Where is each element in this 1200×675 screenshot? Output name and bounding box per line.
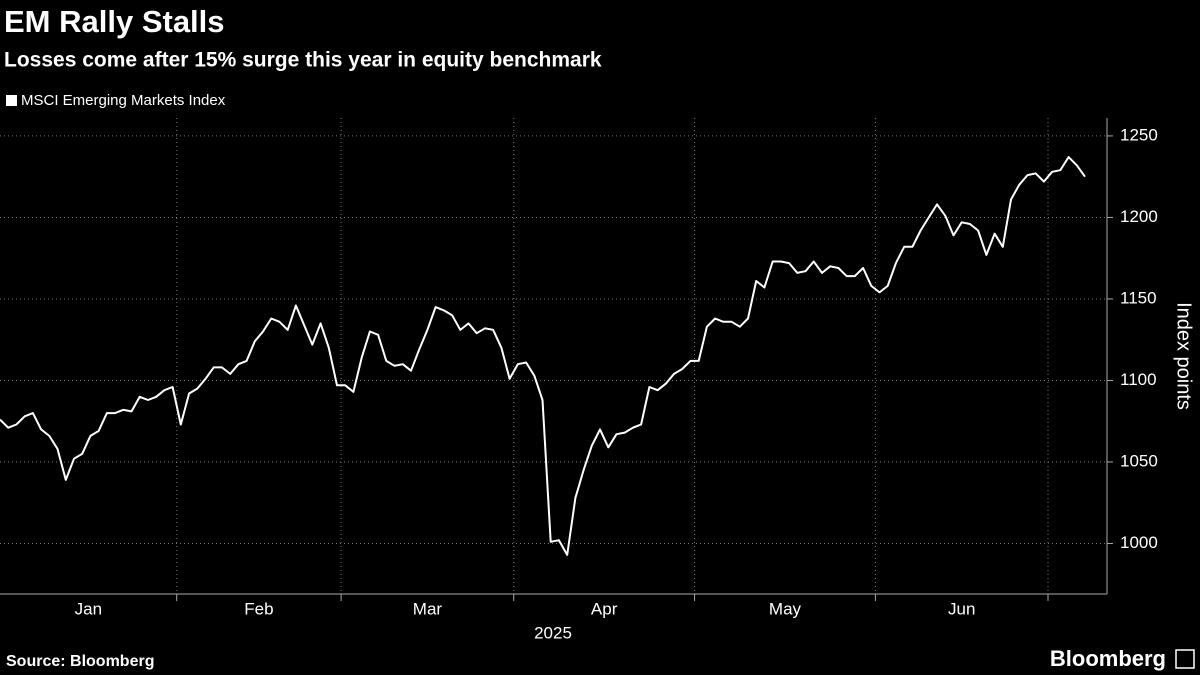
y-tick-label: 1200 <box>1120 207 1158 226</box>
x-tick-label: Apr <box>591 599 618 618</box>
y-tick-label: 1100 <box>1120 370 1157 389</box>
x-axis-label: 2025 <box>534 623 572 642</box>
chart-subtitle: Losses come after 15% surge this year in… <box>4 49 602 72</box>
y-tick-label: 1000 <box>1120 533 1158 552</box>
x-tick-label: May <box>769 599 802 618</box>
legend-swatch <box>6 95 17 106</box>
chart-title: EM Rally Stalls <box>4 4 225 39</box>
x-tick-label: Jan <box>75 599 102 618</box>
logo: Bloomberg <box>1050 646 1166 671</box>
x-tick-label: Mar <box>413 599 443 618</box>
x-tick-label: Jun <box>948 599 975 618</box>
data-line <box>0 156 1086 556</box>
x-tick-label: Feb <box>244 599 273 618</box>
y-axis-label: Index points <box>1173 302 1195 410</box>
y-tick-label: 1050 <box>1120 451 1158 470</box>
y-tick-label: 1250 <box>1120 125 1158 144</box>
y-tick-label: 1150 <box>1120 288 1157 307</box>
logo-icon <box>1175 649 1195 669</box>
source-note: Source: Bloomberg <box>6 653 154 670</box>
legend-label: MSCI Emerging Markets Index <box>21 92 226 109</box>
